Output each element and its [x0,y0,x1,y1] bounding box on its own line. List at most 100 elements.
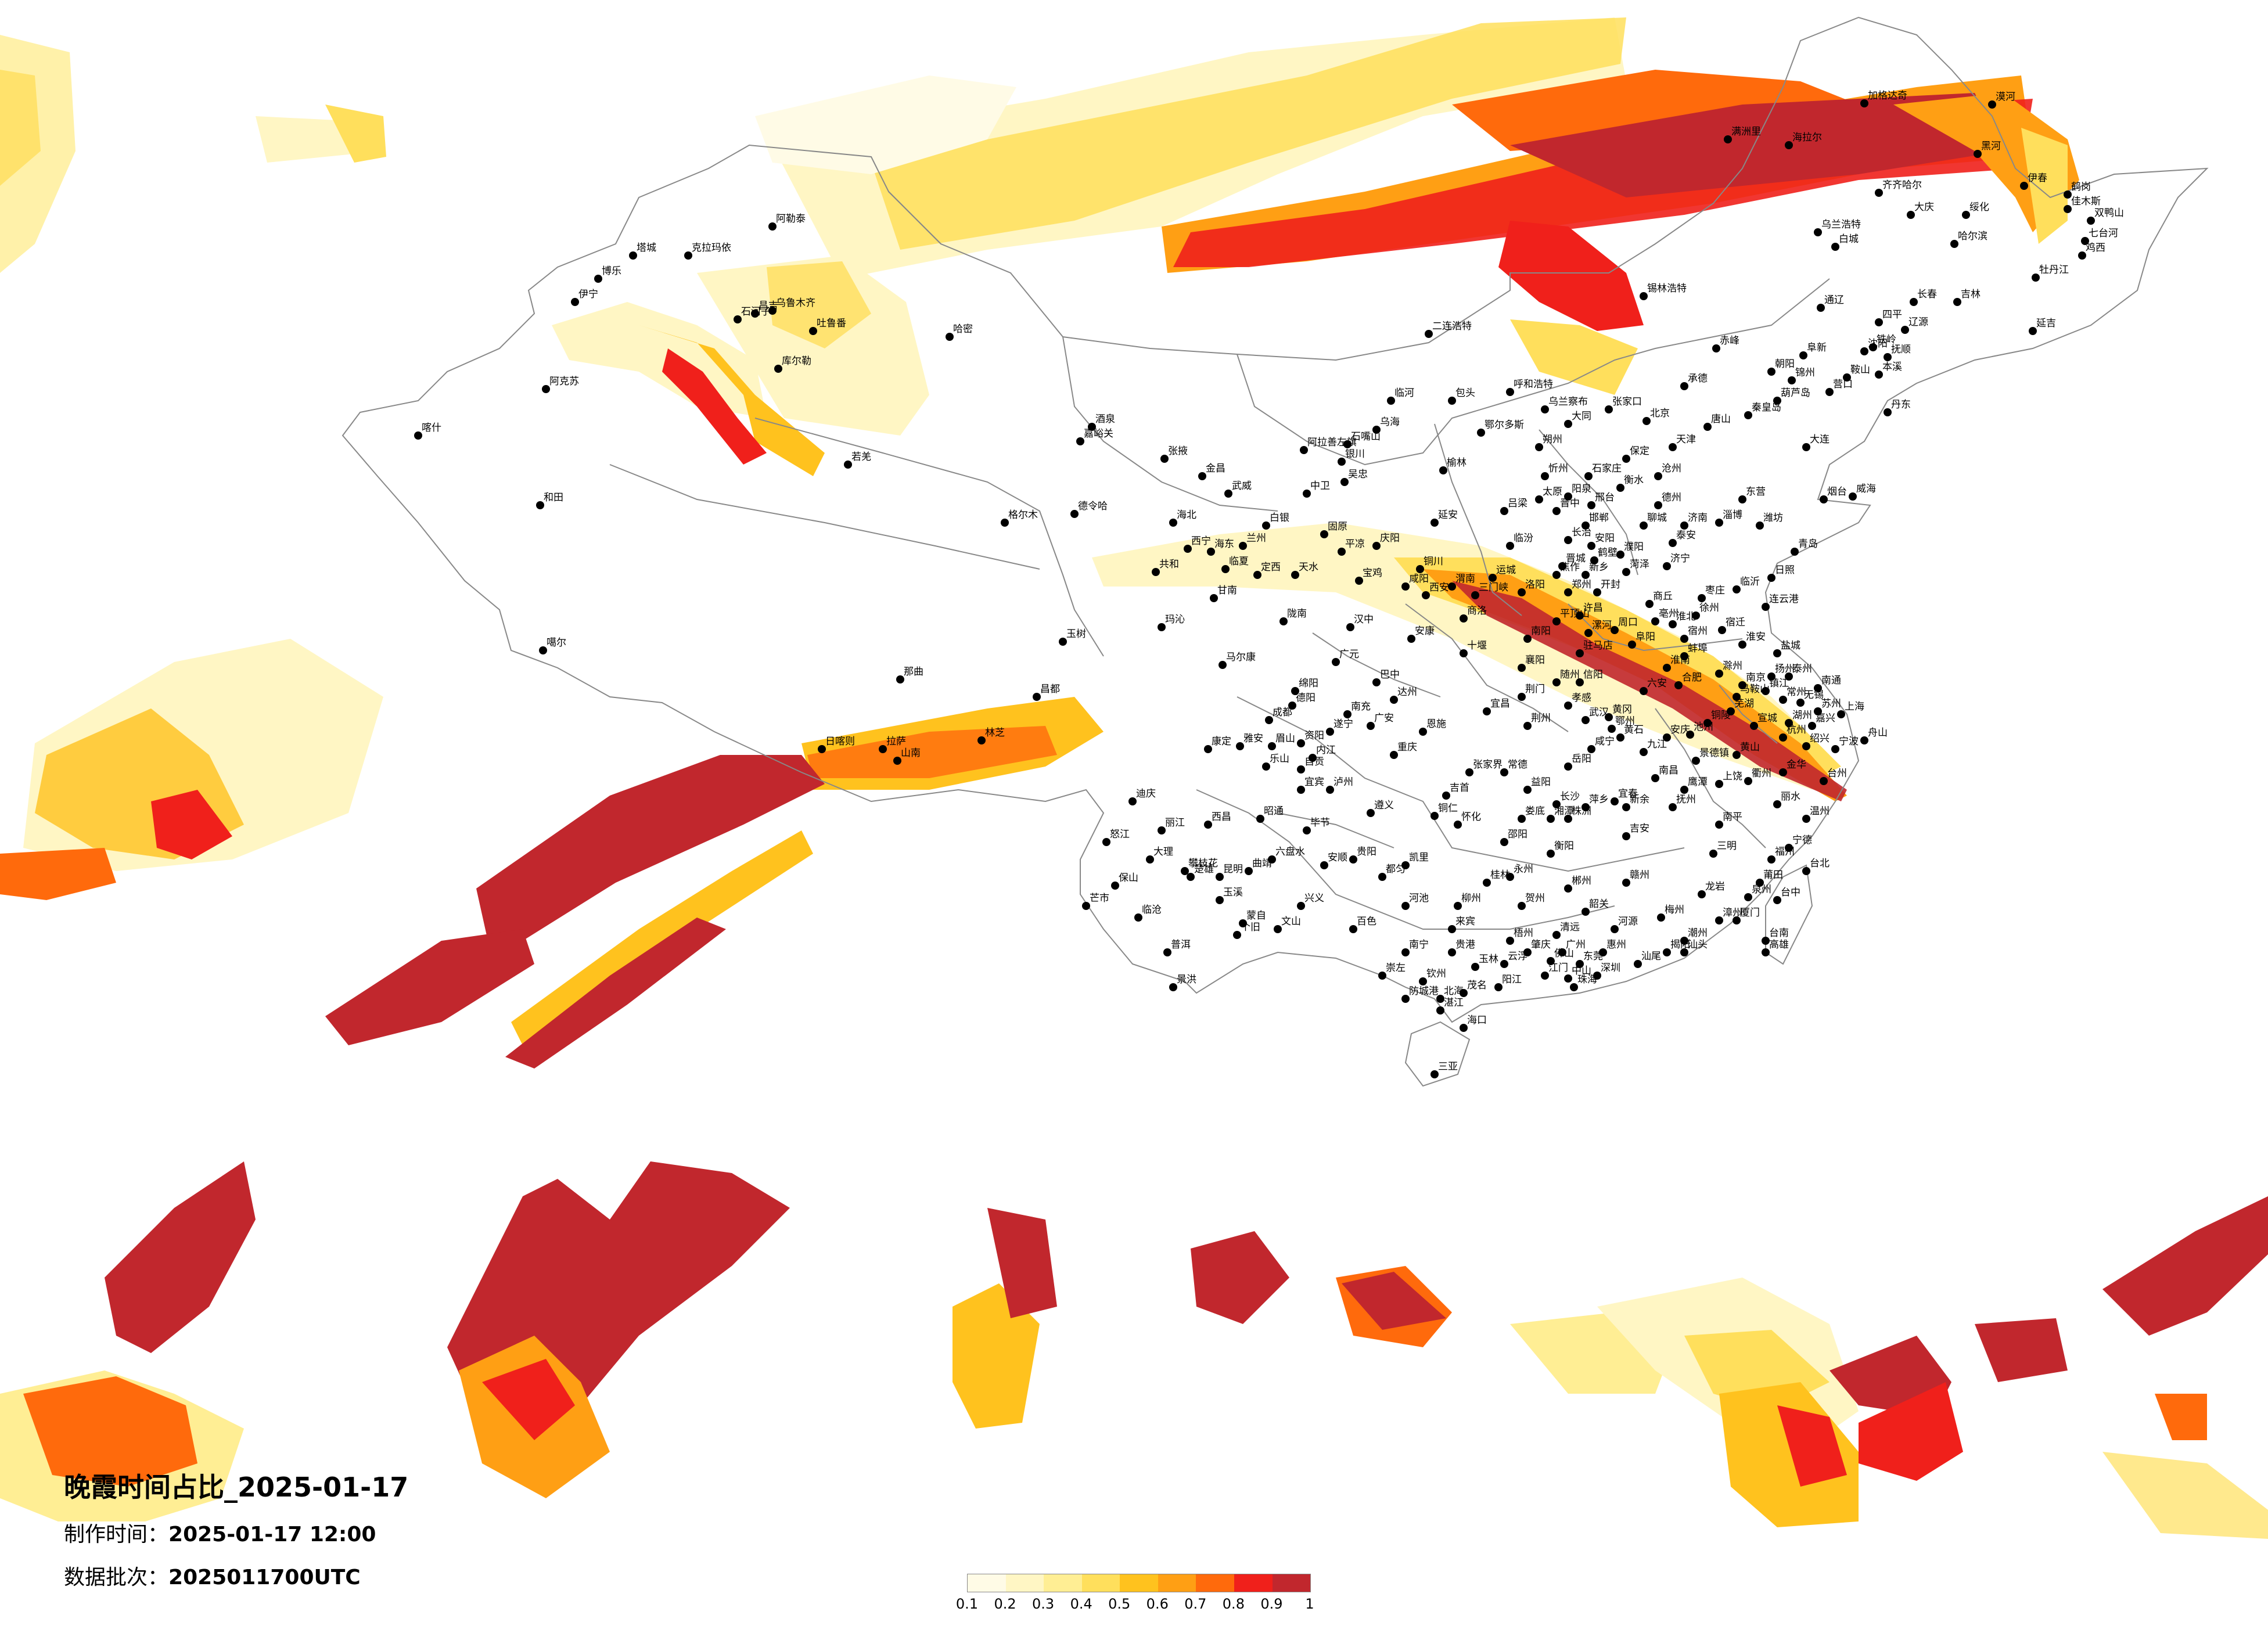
city-dot [1239,919,1247,927]
city-label: 赤峰 [1720,335,1739,347]
city-dot [1518,902,1526,910]
city-label: 景洪 [1177,974,1196,985]
city-label: 三亚 [1438,1061,1458,1073]
city-dot [1111,882,1119,890]
city-label: 池州 [1694,721,1713,733]
city-dot [1860,736,1868,744]
city-label: 玉溪 [1223,887,1243,898]
city-label: 阳江 [1502,974,1522,985]
city-dot [768,222,777,231]
city-label: 达州 [1397,686,1417,698]
city-dot [1523,635,1532,643]
city-dot [1326,728,1334,736]
city-label: 噶尔 [547,637,566,649]
city-dot [1640,748,1648,756]
city-label: 迪庆 [1136,788,1156,800]
city-dot [1611,925,1619,933]
city-label: 泉州 [1752,884,1771,895]
city-label: 邯郸 [1589,512,1609,524]
make-time-label: 制作时间： [64,1523,169,1546]
city-dot [1692,611,1700,620]
city-label: 湛江 [1444,997,1464,1009]
batch-value: 2025011700UTC [168,1566,361,1589]
city-dot [1733,751,1741,759]
city-label: 包头 [1455,387,1475,399]
city-label: 银川 [1345,448,1365,460]
city-label: 长治 [1572,527,1591,538]
city-label: 郴州 [1572,875,1591,887]
city-dot [1407,635,1415,643]
city-dot [1884,408,1892,416]
city-dot [1216,896,1224,904]
city-label: 海口 [1467,1015,1487,1026]
city-label: 海东 [1214,538,1234,550]
city-dot [1338,458,1346,466]
city-dot [1843,373,1851,382]
city-dot [1779,696,1787,704]
city-dot [1401,861,1410,869]
city-label: 湖州 [1792,710,1812,721]
city-label: 朔州 [1543,434,1562,445]
city-dot [1564,815,1572,823]
city-label: 乌兰察布 [1548,396,1588,408]
city-dot [1390,751,1398,759]
city-label: 阿克苏 [549,376,579,387]
city-label: 毕节 [1310,817,1330,829]
city-label: 珠海 [1577,974,1597,985]
city-dot [946,333,954,341]
city-label: 濮阳 [1624,541,1644,553]
city-label: 镇江 [1769,678,1789,689]
city-label: 铜仁 [1438,803,1458,814]
city-label: 喀什 [422,422,441,434]
city-dot [1460,1024,1468,1032]
city-label: 衡阳 [1554,840,1574,852]
city-dot [1791,548,1799,556]
city-label: 甘南 [1217,585,1237,596]
city-label: 宣城 [1757,713,1777,724]
city-dot [1460,989,1468,997]
city-dot [1158,826,1166,834]
city-dot [1541,405,1549,413]
city-dot [1552,507,1561,515]
city-label: 吴忠 [1348,469,1368,480]
city-dot [1419,728,1427,736]
city-dot [1622,879,1630,887]
city-dot [1669,620,1677,628]
city-label: 咸宁 [1595,736,1615,747]
city-label: 丽水 [1781,791,1800,803]
city-dot [1422,591,1430,599]
city-dot [751,310,759,318]
city-label: 唐山 [1711,413,1731,425]
city-dot [1430,1070,1439,1078]
city-dot [1152,568,1160,576]
city-dot [1320,861,1328,869]
city-label: 云浮 [1508,951,1527,962]
city-dot [1303,826,1311,834]
legend-swatch [968,1574,1006,1592]
city-label: 格尔木 [1008,509,1038,521]
city-label: 齐齐哈尔 [1882,179,1922,191]
city-label: 泰安 [1676,530,1696,541]
city-label: 广元 [1339,649,1359,660]
city-dot [1738,681,1746,689]
city-label: 张掖 [1168,445,1188,457]
city-dot [1663,948,1671,956]
map-title: 晚霞时间占比_2025-01-17 [64,1472,409,1503]
city-dot [542,385,550,393]
city-label: 莆田 [1763,869,1783,881]
city-label: 大连 [1810,434,1830,445]
city-label: 库尔勒 [782,355,811,367]
city-label: 晋中 [1560,498,1580,509]
city-dot [1962,211,1970,219]
city-dot [1785,672,1793,681]
city-dot [1605,405,1613,413]
city-dot [1576,678,1584,686]
city-label: 鄂尔多斯 [1485,419,1524,431]
city-dot [1001,519,1009,527]
city-dot [1564,974,1572,983]
city-dot [1733,916,1741,924]
legend-tick-label: 1 [1305,1596,1314,1612]
city-dot [1779,768,1787,776]
city-label: 福州 [1775,846,1795,858]
